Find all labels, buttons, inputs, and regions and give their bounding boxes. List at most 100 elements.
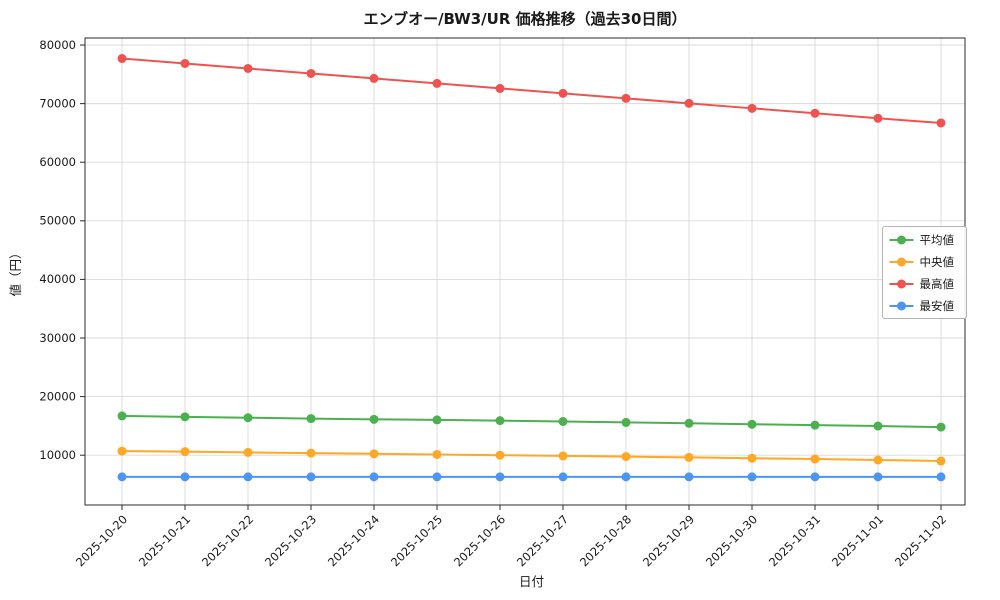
data-point-min <box>117 472 127 482</box>
data-point-max <box>495 83 505 93</box>
data-point-min <box>495 472 505 482</box>
x-tick-label: 2025-10-28 <box>577 512 634 569</box>
x-tick-label: 2025-10-23 <box>262 512 319 569</box>
x-tick-label: 2025-10-31 <box>766 512 823 569</box>
legend-label: 平均値 <box>920 233 955 247</box>
data-point-max <box>243 63 253 73</box>
data-point-max <box>558 88 568 98</box>
data-point-average <box>117 411 127 421</box>
data-point-min <box>621 472 631 482</box>
y-tick-label: 10000 <box>39 448 76 462</box>
data-point-min <box>747 472 757 482</box>
data-point-median <box>621 452 631 462</box>
grid <box>85 38 965 505</box>
data-point-min <box>369 472 379 482</box>
legend-item-median: 中央値 <box>889 255 954 269</box>
data-point-max <box>180 58 190 68</box>
series-line-average <box>121 414 942 429</box>
data-point-average <box>558 417 568 427</box>
series-median <box>117 446 946 466</box>
x-tick-label: 2025-10-25 <box>388 512 445 569</box>
data-point-min <box>558 472 568 482</box>
data-point-average <box>684 418 694 428</box>
legend-marker <box>897 279 906 289</box>
data-point-average <box>936 422 946 432</box>
legend-marker <box>897 257 906 267</box>
data-point-min <box>810 472 820 482</box>
data-point-average <box>306 414 316 424</box>
data-point-average <box>810 420 820 430</box>
legend-item-average: 平均値 <box>889 233 955 247</box>
data-point-min <box>873 472 883 482</box>
x-tick-label: 2025-10-29 <box>640 512 697 569</box>
y-tick-label: 70000 <box>39 96 76 110</box>
data-point-max <box>369 73 379 83</box>
data-point-average <box>180 412 190 422</box>
data-point-median <box>873 455 883 465</box>
data-point-average <box>243 413 253 423</box>
chart-title: エンブオー/BW3/UR 価格推移（過去30日間） <box>364 10 687 28</box>
data-point-max <box>117 54 127 64</box>
data-point-min <box>936 472 946 482</box>
legend-marker <box>897 301 906 311</box>
x-axis-label: 日付 <box>519 574 544 589</box>
x-tick-label: 2025-10-24 <box>325 512 382 569</box>
data-point-median <box>684 452 694 462</box>
series-line-max <box>121 57 942 124</box>
data-point-median <box>495 450 505 460</box>
legend-box <box>882 226 967 319</box>
y-tick-label: 30000 <box>39 331 76 345</box>
legend-item-min: 最安値 <box>889 299 955 313</box>
legend-label: 最高値 <box>920 277 955 291</box>
x-tick-label: 2025-10-21 <box>136 512 193 569</box>
x-tick-label: 2025-10-27 <box>514 512 571 569</box>
y-axis: 10000 20000 30000 40000 50000 60000 70000 80000 <box>39 38 85 462</box>
x-tick-label: 2025-10-22 <box>199 512 256 569</box>
series-average <box>117 411 946 432</box>
data-point-max <box>432 78 442 88</box>
x-tick-label: 2025-10-26 <box>451 512 508 569</box>
data-point-median <box>117 446 127 456</box>
data-point-average <box>621 417 631 427</box>
data-point-max <box>747 103 757 113</box>
data-point-max <box>684 98 694 108</box>
x-tick-label: 2025-10-30 <box>703 512 760 569</box>
data-point-max <box>621 93 631 103</box>
data-point-average <box>873 421 883 431</box>
x-tick-label: 2025-11-02 <box>892 512 949 569</box>
data-point-max <box>810 108 820 118</box>
data-point-min <box>306 472 316 482</box>
data-point-average <box>747 419 757 429</box>
data-point-median <box>180 447 190 457</box>
data-point-average <box>432 415 442 425</box>
x-tick-label: 2025-10-20 <box>73 512 130 569</box>
y-tick-label: 60000 <box>39 155 76 169</box>
data-point-max <box>306 68 316 78</box>
legend-item-max: 最高値 <box>889 277 955 291</box>
series-max <box>117 54 946 128</box>
data-point-median <box>810 454 820 464</box>
data-point-median <box>306 448 316 458</box>
series-line-median <box>121 450 942 463</box>
y-axis-label: 値（円） <box>8 246 23 296</box>
data-point-average <box>369 414 379 424</box>
plot-border <box>84 37 966 506</box>
x-tick-label: 2025-11-01 <box>829 512 886 569</box>
data-point-max <box>936 118 946 128</box>
data-point-median <box>432 449 442 459</box>
data-point-average <box>495 416 505 426</box>
data-point-median <box>369 449 379 459</box>
x-axis: 2025-10-20 2025-10-21 2025-10-22 2025-10-23… <box>73 505 949 569</box>
data-point-min <box>243 472 253 482</box>
data-point-median <box>558 451 568 461</box>
data-point-min <box>684 472 694 482</box>
series-min <box>117 472 946 482</box>
data-point-median <box>243 447 253 457</box>
data-point-median <box>936 456 946 466</box>
legend-label: 最安値 <box>920 299 955 313</box>
y-tick-label: 80000 <box>39 38 76 52</box>
y-tick-label: 40000 <box>39 272 76 286</box>
data-point-median <box>747 453 757 463</box>
